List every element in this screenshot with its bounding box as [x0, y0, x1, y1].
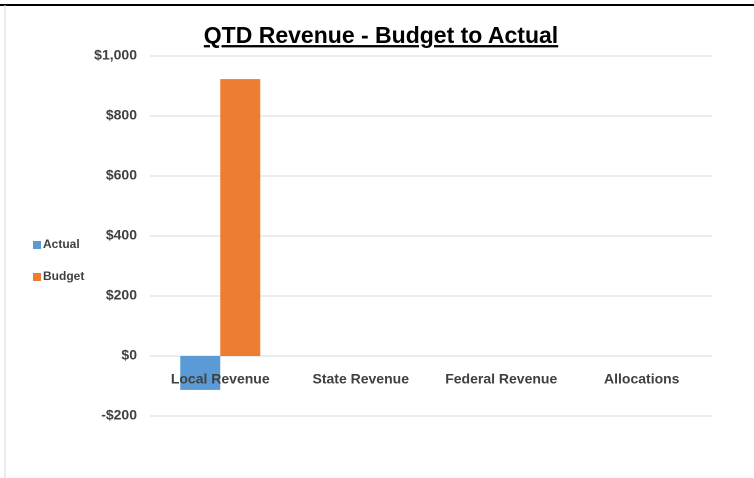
- y-tick-label: $0: [121, 347, 137, 363]
- x-tick-label: Local Revenue: [171, 371, 270, 387]
- chart-title: QTD Revenue - Budget to Actual: [204, 22, 558, 48]
- y-tick-label: $600: [106, 167, 137, 183]
- y-tick-label: $1,000: [94, 47, 137, 63]
- x-tick-label: State Revenue: [313, 371, 410, 387]
- y-tick-label: -$200: [101, 407, 137, 423]
- legend-label: Actual: [43, 237, 80, 251]
- x-tick-label: Federal Revenue: [445, 371, 557, 387]
- y-tick-label: $400: [106, 227, 137, 243]
- legend-swatch: [33, 273, 41, 281]
- bar: [220, 79, 261, 356]
- legend-swatch: [33, 241, 41, 249]
- bar: [180, 356, 221, 390]
- x-tick-label: Allocations: [604, 371, 680, 387]
- legend-label: Budget: [43, 269, 84, 283]
- y-tick-label: $800: [106, 107, 137, 123]
- y-tick-label: $200: [106, 287, 137, 303]
